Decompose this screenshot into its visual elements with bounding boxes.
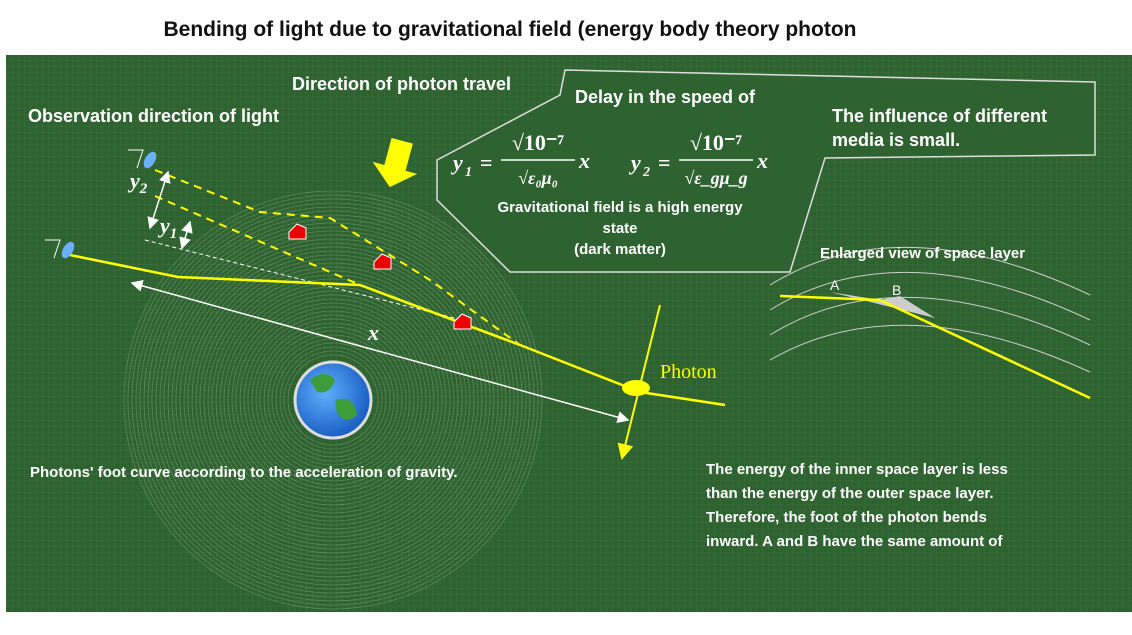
formula-sub: 2 (642, 165, 650, 180)
formula-sub: 1 (465, 165, 472, 180)
text-line: inward. A and B have the same amount of (706, 533, 1003, 550)
formula-var: x (578, 148, 590, 173)
label: Photon (660, 361, 717, 383)
eyes (45, 149, 157, 259)
formula-lhs: y (628, 150, 641, 175)
earth (293, 360, 373, 440)
travel-arrow (372, 137, 418, 188)
formula-den: √ε_gμ_g (684, 168, 747, 188)
label: y1 (157, 213, 177, 242)
distance-arrow (130, 280, 630, 423)
label: B (892, 282, 901, 298)
text-line: The influence of different (832, 106, 1047, 126)
label: A (830, 277, 840, 293)
label: Photons' foot curve according to the acc… (30, 464, 458, 481)
text-line: Gravitational field is a high energy (497, 199, 743, 216)
formula-num: √10⁻⁷ (690, 130, 743, 155)
label: Direction of photon travel (292, 74, 511, 94)
label: y2 (127, 168, 148, 197)
enlarged-path (779, 294, 1091, 400)
text-line: The energy of the inner space layer is l… (706, 461, 1008, 478)
label: Delay in the speed of (575, 87, 756, 107)
formula-eq: = (480, 150, 493, 175)
label: x (367, 320, 379, 345)
text-line: state (602, 220, 637, 237)
title: Bending of light due to gravitational fi… (164, 18, 857, 41)
text-line: (dark matter) (574, 241, 666, 258)
space-layers (769, 246, 1091, 373)
formula-den: √ε₀μ₀ (518, 168, 558, 188)
text-line: Therefore, the foot of the photon bends (706, 509, 987, 526)
markers (288, 223, 472, 330)
photon (622, 380, 650, 396)
label: Observation direction of light (28, 106, 279, 126)
formula-lhs: y (450, 150, 463, 175)
label: Enlarged view of space layer (820, 245, 1025, 262)
formula-num: √10⁻⁷ (512, 130, 565, 155)
dashed-path-y1 (154, 195, 361, 286)
text-line: media is small. (832, 130, 960, 150)
text-line: than the energy of the outer space layer… (706, 485, 994, 502)
formula-var: x (756, 148, 768, 173)
y1-arrow (179, 220, 193, 250)
y2-arrow (147, 170, 171, 230)
formula-eq: = (658, 150, 671, 175)
callout (436, 69, 1096, 273)
